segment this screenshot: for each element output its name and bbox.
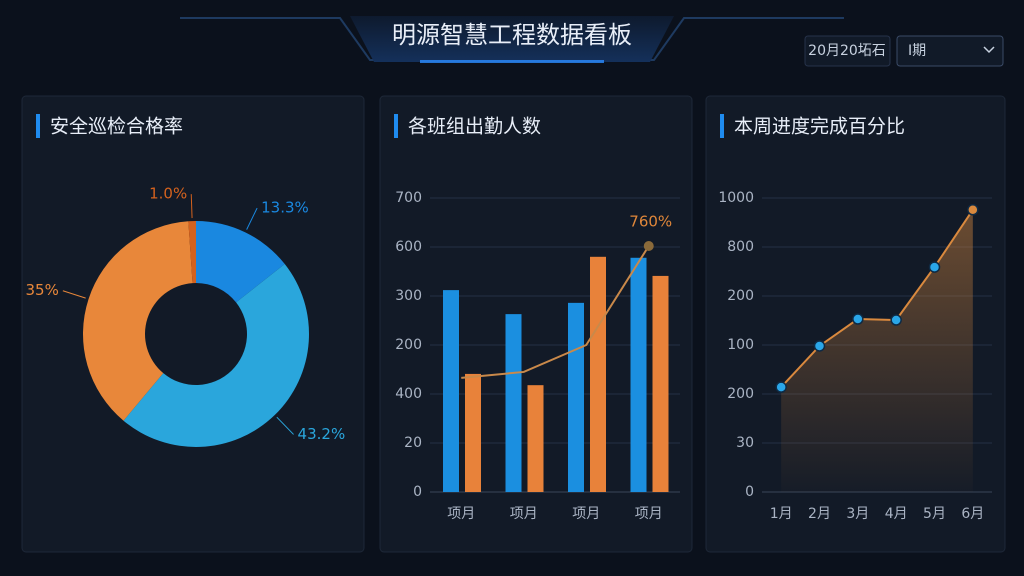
line-point bbox=[775, 381, 787, 393]
bar bbox=[443, 290, 459, 492]
date-box bbox=[804, 35, 891, 67]
y-tick-label: 0 bbox=[413, 484, 422, 500]
y-tick-label: 1000 bbox=[718, 190, 754, 206]
slice-label: 43.2% bbox=[298, 425, 346, 443]
line bbox=[461, 245, 650, 379]
y-tick-label: 600 bbox=[395, 239, 422, 255]
line-point bbox=[852, 313, 864, 325]
y-tick-label: 700 bbox=[395, 190, 422, 206]
x-tick-label: 项月 bbox=[572, 506, 600, 522]
x-tick-label: 1月 bbox=[770, 506, 793, 522]
x-tick-label: 3月 bbox=[846, 506, 869, 522]
panel-title-marker bbox=[36, 114, 40, 138]
y-tick-label: 20 bbox=[404, 435, 422, 451]
panel-title-marker bbox=[394, 114, 398, 138]
x-tick-label: 项月 bbox=[447, 506, 475, 522]
x-tick-label: 4月 bbox=[885, 506, 908, 522]
period-select[interactable] bbox=[896, 35, 1004, 67]
bar bbox=[630, 257, 647, 492]
y-tick-label: 0 bbox=[745, 484, 754, 500]
panel-title: 本周进度完成百分比 bbox=[734, 116, 905, 138]
panel-title-marker bbox=[720, 114, 724, 138]
bar bbox=[568, 302, 584, 492]
x-tick-label: 项月 bbox=[635, 506, 663, 522]
donut-slice bbox=[82, 221, 193, 421]
line-point bbox=[928, 261, 941, 273]
panel-title: 安全巡检合格率 bbox=[50, 116, 183, 138]
x-tick-label: 2月 bbox=[808, 506, 831, 522]
y-tick-label: 30 bbox=[736, 435, 754, 451]
panel bbox=[21, 95, 365, 553]
bar bbox=[652, 275, 669, 492]
bar bbox=[527, 385, 544, 492]
leader-line bbox=[190, 194, 193, 219]
area bbox=[781, 209, 973, 492]
header-glow bbox=[420, 60, 604, 63]
line-point bbox=[813, 340, 826, 352]
y-tick-label: 400 bbox=[395, 386, 422, 402]
donut-slice bbox=[188, 221, 196, 284]
x-tick-label: 6月 bbox=[961, 506, 984, 522]
y-tick-label: 200 bbox=[395, 337, 422, 353]
bar bbox=[465, 373, 481, 492]
donut-slice bbox=[196, 221, 285, 303]
dropdown-arrow bbox=[983, 46, 995, 54]
bar bbox=[590, 256, 606, 492]
slice-label: 35% bbox=[26, 281, 59, 299]
x-tick-label: 项月 bbox=[510, 506, 538, 522]
x-tick-label: 5月 bbox=[923, 506, 946, 522]
panel-title: 各班组出勤人数 bbox=[408, 116, 541, 138]
period: I期 bbox=[908, 43, 926, 59]
header-plate bbox=[350, 16, 674, 62]
line-point bbox=[890, 314, 902, 326]
y-tick-label: 300 bbox=[395, 288, 422, 304]
y-tick-label: 100 bbox=[727, 337, 754, 353]
leader-line bbox=[62, 290, 86, 299]
donut-slice bbox=[123, 264, 310, 448]
date: 20月20坧石 bbox=[808, 43, 886, 59]
slice-label: 1.0% bbox=[149, 185, 187, 203]
leader-line bbox=[276, 416, 294, 435]
y-tick-label: 200 bbox=[727, 386, 754, 402]
bar bbox=[505, 314, 522, 492]
annotation: 760% bbox=[629, 213, 672, 231]
line bbox=[780, 209, 974, 388]
leader-line bbox=[246, 207, 258, 230]
y-tick-label: 200 bbox=[727, 288, 754, 304]
y-tick-label: 800 bbox=[727, 239, 754, 255]
line-point bbox=[643, 241, 654, 252]
page-title: 明源智慧工程数据看板 bbox=[392, 21, 632, 49]
slice-label: 13.3% bbox=[261, 199, 309, 217]
line-point bbox=[967, 204, 979, 216]
